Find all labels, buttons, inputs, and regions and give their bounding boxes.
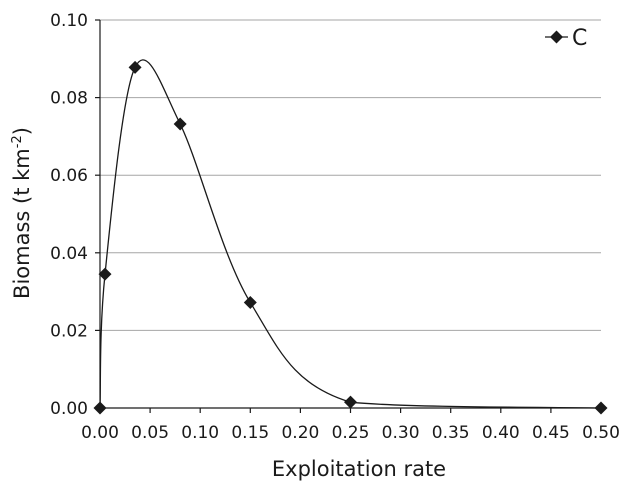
x-tick-label-4: 0.20 xyxy=(281,423,319,443)
x-tick-label-9: 0.45 xyxy=(532,423,570,443)
series-markers xyxy=(93,60,608,415)
y-tick-labels: 0.00 0.02 0.04 0.06 0.08 0.10 xyxy=(50,11,88,419)
y-tick-label-2: 0.04 xyxy=(50,244,88,264)
x-axis-title: Exploitation rate xyxy=(272,457,446,481)
series-curve xyxy=(99,59,602,409)
y-tick-label-5: 0.10 xyxy=(50,11,88,31)
y-tick-label-3: 0.06 xyxy=(50,166,88,186)
x-tick-label-1: 0.05 xyxy=(131,423,169,443)
legend-diamond-marker xyxy=(550,30,563,44)
x-tick-label-5: 0.25 xyxy=(332,423,370,443)
x-tick-label-10: 0.50 xyxy=(582,423,620,443)
x-tick-label-2: 0.10 xyxy=(181,423,219,443)
y-axis-title-superscript: -2 xyxy=(10,135,25,148)
y-axis-title: Biomass (t km-2) xyxy=(10,127,34,299)
data-point-1 xyxy=(98,267,112,281)
data-point-5 xyxy=(344,395,357,409)
legend: C xyxy=(545,26,587,51)
y-tick-label-0: 0.00 xyxy=(50,399,88,419)
x-tick-label-3: 0.15 xyxy=(231,423,269,443)
y-axis-title-main: Biomass (t km xyxy=(10,148,34,299)
data-point-3 xyxy=(173,117,187,131)
data-point-0 xyxy=(93,401,107,415)
x-tick-labels: 0.00 0.05 0.10 0.15 0.20 0.25 0.30 0.35 0.40 0.45… xyxy=(81,423,620,443)
series-line-0 xyxy=(99,59,602,409)
data-point-4 xyxy=(243,295,257,309)
data-point-2 xyxy=(128,60,142,74)
x-tick-label-7: 0.35 xyxy=(432,423,470,443)
legend-series-name: C xyxy=(572,26,587,51)
x-tick-label-0: 0.00 xyxy=(81,423,119,443)
data-point-6 xyxy=(594,401,608,415)
axes xyxy=(95,19,602,413)
y-tick-label-1: 0.02 xyxy=(50,321,88,341)
gridlines xyxy=(100,19,601,331)
y-axis-title-close: ) xyxy=(10,127,34,135)
y-tick-label-4: 0.08 xyxy=(50,89,88,109)
x-tick-label-8: 0.40 xyxy=(482,423,520,443)
x-tick-label-6: 0.30 xyxy=(382,423,420,443)
